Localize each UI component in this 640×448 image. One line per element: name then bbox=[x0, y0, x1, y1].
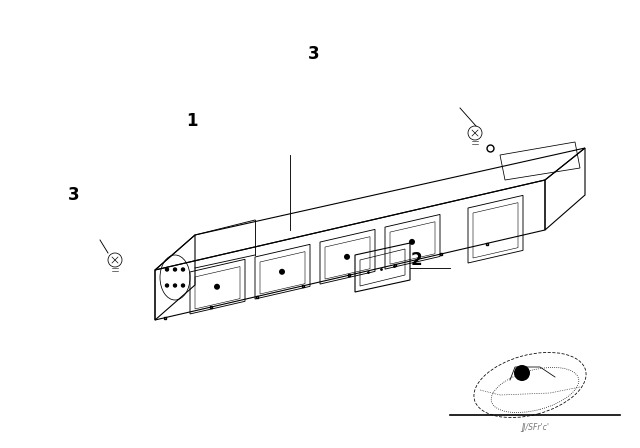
Circle shape bbox=[514, 365, 530, 381]
Circle shape bbox=[173, 284, 177, 287]
Circle shape bbox=[409, 239, 415, 245]
Circle shape bbox=[279, 269, 285, 275]
Circle shape bbox=[166, 284, 168, 287]
Text: 2: 2 bbox=[410, 251, 422, 269]
Circle shape bbox=[182, 268, 184, 271]
Text: 3: 3 bbox=[308, 45, 319, 63]
Circle shape bbox=[166, 268, 168, 271]
Text: 1: 1 bbox=[186, 112, 198, 130]
Text: JJ/SFr'c': JJ/SFr'c' bbox=[521, 422, 549, 431]
Circle shape bbox=[173, 268, 177, 271]
Circle shape bbox=[344, 254, 350, 260]
Circle shape bbox=[214, 284, 220, 290]
Text: 3: 3 bbox=[68, 186, 79, 204]
Circle shape bbox=[182, 284, 184, 287]
